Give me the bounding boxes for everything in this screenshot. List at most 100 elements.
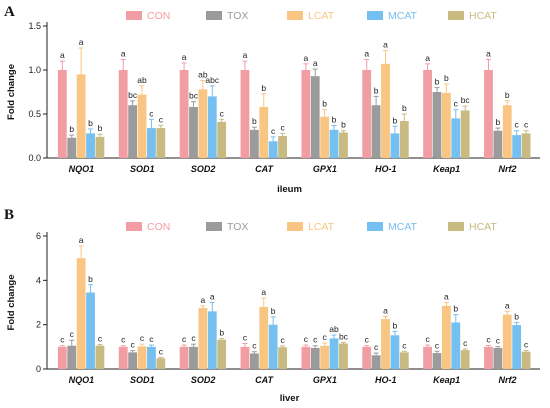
panel-a-y-tick-label: 1.5 [28, 21, 41, 31]
panel-b-significance-label: c [486, 335, 491, 345]
panel-b-significance-label: c [140, 333, 145, 343]
panel-a-significance-label: b [374, 85, 379, 95]
panel-b-legend-swatch-mcat [367, 222, 383, 231]
panel-a-significance-label: c [524, 120, 529, 130]
panel-b-bar-hcat [399, 352, 409, 369]
panel-b-significance-label: a [79, 235, 84, 245]
panel-a-bar-tox [310, 76, 320, 158]
panel-a-bar-mcat [451, 118, 461, 158]
panel-b-bar-mcat [268, 324, 278, 369]
panel-a-significance-label: c [149, 108, 154, 118]
panel-b-bar-lcat [441, 305, 451, 369]
panel-b-y-tick-label: 6 [36, 231, 41, 241]
panel-b-significance-label: b [393, 320, 398, 330]
panel-b-y-tick-label: 0 [36, 364, 41, 374]
panel-b-bar-lcat [259, 306, 269, 369]
panel-a-significance-label: a [60, 50, 65, 60]
panel-a-significance-label: a [243, 50, 248, 60]
panel-b-bar-mcat [329, 338, 339, 369]
panel-a-significance-label: b [444, 73, 449, 83]
panel-b-bar-hcat [156, 358, 166, 369]
panel-b-significance-label: c [304, 334, 309, 344]
panel-a-bar-tox [189, 106, 198, 158]
panel-b-significance-label: c [70, 329, 75, 339]
panel-b-y-axis-title: Fold change [6, 275, 17, 331]
panel-a-bar-con [179, 70, 189, 158]
panel-b-significance-label: c [323, 332, 328, 342]
panel-a-significance-label: a [364, 48, 369, 58]
panel-b-category-label: Keap1 [433, 375, 460, 385]
panel-b-legend-label-lcat: LCAT [308, 221, 335, 233]
panel-b-significance-label: c [463, 338, 468, 348]
panel-a-bar-lcat [381, 63, 390, 159]
panel-b-bar-tox [432, 353, 442, 369]
panel-a-significance-label: b [393, 115, 398, 125]
panel-b-bar-con [484, 346, 493, 369]
panel-a-bar-tox [67, 137, 77, 158]
panel-a-significance-label: b [69, 124, 74, 134]
panel-b-bar-mcat [390, 335, 400, 369]
panel-a-bar-hcat [156, 128, 166, 158]
panel-b-bar-hcat [460, 350, 470, 369]
panel-a-legend-swatch-con [126, 11, 142, 20]
panel-b-significance-label: c [402, 340, 407, 350]
panel-a-bar-lcat [198, 89, 208, 158]
panel-b-bar-hcat [521, 351, 531, 369]
panel-a-bar-hcat [521, 133, 531, 158]
panel-b-category-label: NQO1 [69, 375, 95, 385]
panel-b-bar-tox [493, 347, 503, 369]
panel-a-bar-mcat [86, 133, 95, 158]
panel-b-category-label: SOD2 [191, 375, 216, 385]
panel-a-bar-mcat [329, 129, 339, 158]
panel-b-significance-label: b [514, 311, 519, 321]
panel-b-legend-swatch-tox [206, 222, 222, 231]
panel-a-bar-con [57, 70, 67, 158]
panel-a-significance-label: a [486, 48, 491, 58]
panel-a-significance-label: b [495, 117, 500, 127]
panel-a-bar-mcat [207, 96, 217, 158]
panel-a-legend-label-tox: TOX [227, 10, 248, 22]
panel-a-significance-label: b [435, 77, 440, 87]
panel-b-label: B [4, 207, 14, 223]
panel-b-x-axis-title: liver [280, 393, 300, 404]
panel-b-bar-lcat [137, 346, 147, 369]
panel-a-y-tick-label: 0.0 [28, 153, 41, 163]
panel-a-bar-hcat [339, 132, 348, 158]
panel-b-significance-label: a [444, 292, 449, 302]
panel-b-bar-mcat [147, 346, 156, 369]
panel-a-bar-mcat [512, 135, 522, 158]
panel-a-category-label: HO-1 [375, 164, 397, 174]
panel-a-legend-swatch-mcat [367, 11, 383, 20]
panel-a-significance-label: b [332, 114, 337, 124]
panel-a-category-label: Nrf2 [499, 164, 517, 174]
panel-a-y-axis-title: Fold change [6, 64, 17, 120]
panel-b-significance-label: a [261, 287, 266, 297]
panel-a-significance-label: c [454, 99, 459, 109]
panel-a-bar-tox [249, 129, 259, 158]
panel-b-significance-label: c [243, 333, 248, 343]
panel-a-x-axis-title: ileum [277, 184, 302, 195]
panel-b-significance-label: c [130, 340, 135, 350]
panel-a-significance-label: bc [128, 90, 138, 100]
panel-b-significance-label: b [453, 304, 458, 314]
panel-a-significance-label: b [402, 103, 407, 113]
panel-a-significance-label: c [271, 126, 276, 136]
panel-b-bar-con [240, 346, 250, 369]
panel-b-bar-mcat [451, 322, 461, 369]
panel-a-bar-lcat [320, 116, 330, 158]
panel-a-category-label: SOD2 [191, 164, 216, 174]
panel-b-category-label: SOD1 [130, 375, 155, 385]
panel-a-significance-label: b [322, 99, 327, 109]
panel-a-significance-label: a [182, 52, 187, 62]
panel-a-bar-con [484, 70, 493, 158]
panel-b-bar-tox [310, 347, 320, 369]
panel-a-legend-label-con: CON [147, 10, 170, 22]
panel-b-category-label: HO-1 [375, 375, 397, 385]
panel-b-significance-label: b [271, 306, 276, 316]
panel-a-bar-lcat [259, 106, 269, 158]
panel-b-significance-label: c [252, 341, 257, 351]
panel-b-legend-label-tox: TOX [227, 221, 248, 233]
panel-a-significance-label: c [515, 120, 520, 130]
panel-b-significance-label: bc [339, 331, 349, 341]
panel-b-legend-swatch-con [126, 222, 142, 231]
